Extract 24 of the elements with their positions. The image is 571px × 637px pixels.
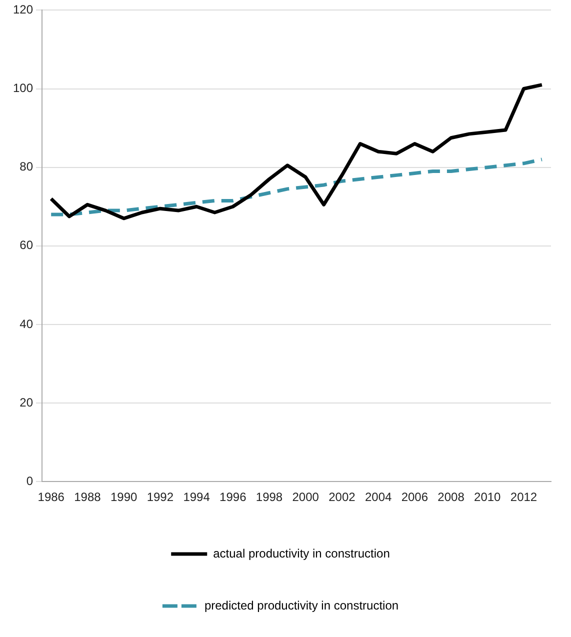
line-series <box>49 158 544 216</box>
x-tick-label: 2000 <box>292 490 320 504</box>
y-tick-label: 80 <box>20 160 34 174</box>
y-tick-label: 40 <box>20 316 34 331</box>
x-tick-label: 2010 <box>474 490 502 504</box>
y-tick-label: 100 <box>12 81 34 96</box>
legend-label: predicted productivity in construction <box>204 598 399 612</box>
y-tick-label: 0 <box>26 474 34 488</box>
x-tick-label: 1998 <box>256 490 283 504</box>
x-tick-label: 2004 <box>364 490 392 504</box>
x-tick-label: 2002 <box>328 490 356 504</box>
x-tick-label: 1990 <box>110 490 138 504</box>
x-tick-label: 1992 <box>146 490 174 504</box>
x-tick-label: 2006 <box>401 490 428 504</box>
legend-label: actual productivity in construction <box>213 546 390 560</box>
x-tick-label: 2008 <box>438 490 465 504</box>
x-tick-label: 1986 <box>38 490 65 504</box>
y-tick-label: 60 <box>20 238 34 252</box>
x-tick-label: 1994 <box>183 490 210 504</box>
x-tick-label: 1988 <box>74 490 102 504</box>
y-tick-label: 120 <box>12 2 34 17</box>
y-tick-label: 20 <box>20 395 34 410</box>
x-tick-label: 2012 <box>510 490 538 504</box>
x-tick-label: 1996 <box>220 490 247 504</box>
